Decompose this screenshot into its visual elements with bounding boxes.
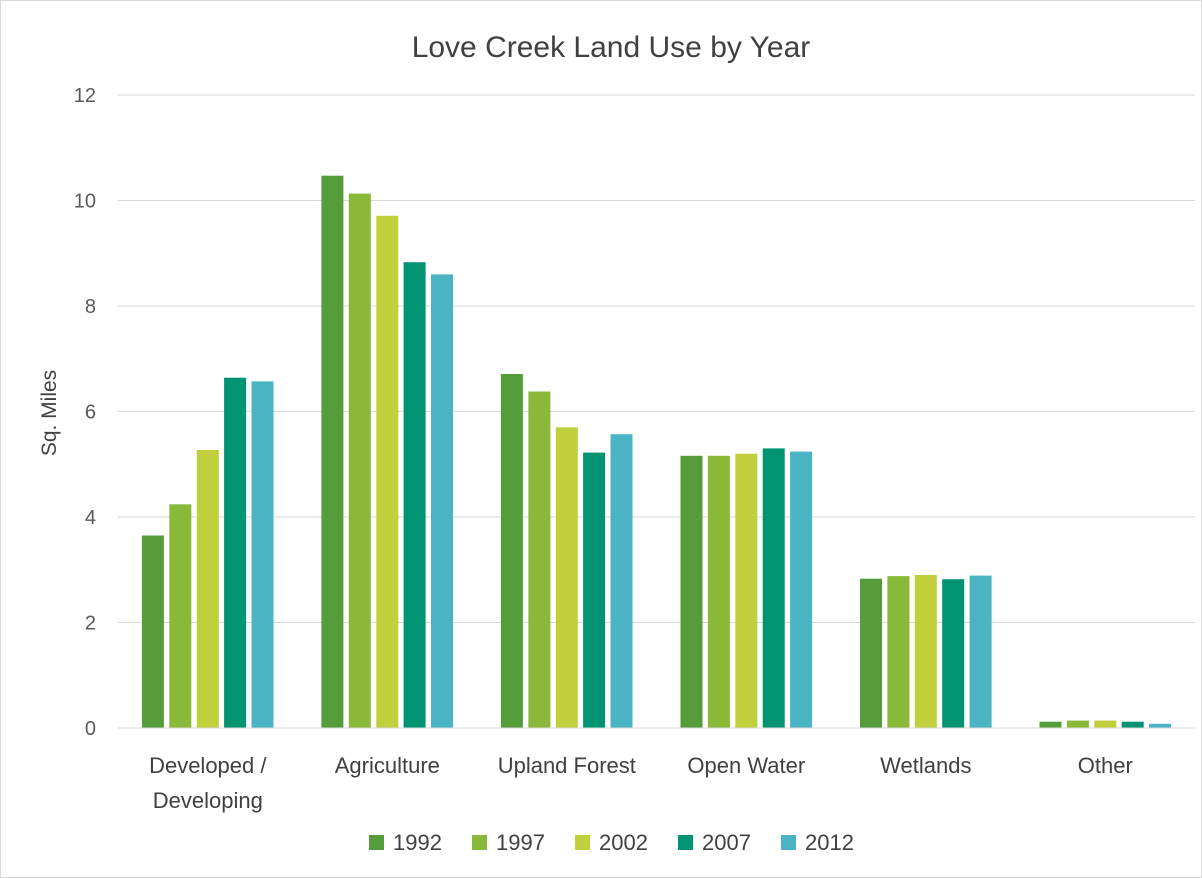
bar [610, 434, 633, 728]
bar [141, 535, 164, 728]
bar [348, 193, 371, 729]
bar [1149, 723, 1171, 728]
legend: 1992 1997 2002 2007 2012 [369, 830, 854, 855]
legend-swatch [575, 835, 590, 850]
y-tick-label: 12 [74, 85, 96, 107]
x-category-label: Developing [153, 788, 263, 813]
bar [196, 450, 219, 728]
legend-label: 2012 [805, 830, 854, 855]
legend-swatch [678, 835, 693, 850]
bar [1039, 721, 1062, 728]
y-tick-label: 10 [74, 191, 96, 213]
bar [431, 274, 453, 728]
bar [914, 575, 937, 728]
bar [169, 504, 192, 728]
x-category-label: Open Water [687, 753, 805, 778]
bar [680, 455, 703, 728]
legend-swatch [369, 835, 384, 850]
bar [762, 448, 785, 728]
bar [251, 381, 274, 728]
legend-label: 2002 [599, 830, 648, 855]
y-axis-ticks: 0 2 4 6 8 10 12 [74, 85, 96, 740]
legend-label: 1992 [393, 830, 442, 855]
legend-swatch [781, 835, 796, 850]
bar [887, 576, 910, 728]
bar [583, 452, 606, 728]
x-category-label: Agriculture [335, 753, 440, 778]
bar [860, 578, 882, 728]
bar [321, 175, 344, 728]
bar [555, 427, 578, 728]
legend-swatch [472, 835, 487, 850]
y-tick-label: 2 [85, 613, 96, 635]
bar [224, 377, 247, 728]
bar [942, 579, 965, 728]
bar [1066, 720, 1089, 728]
bar [790, 451, 813, 728]
y-tick-label: 4 [85, 507, 96, 529]
chart-title: Love Creek Land Use by Year [412, 31, 811, 64]
bar [1121, 721, 1144, 728]
x-category-label: Other [1078, 753, 1133, 778]
x-category-label: Wetlands [880, 753, 971, 778]
y-tick-label: 0 [85, 718, 96, 740]
bar [528, 391, 551, 728]
bar [969, 575, 992, 728]
x-category-label: Developed / [149, 753, 267, 778]
legend-label: 2007 [702, 830, 751, 855]
y-tick-label: 8 [85, 296, 96, 318]
bar [403, 262, 426, 728]
bar [376, 215, 399, 729]
gridlines [118, 94, 1195, 623]
x-axis-category-labels: Developed / Developing Agriculture Upland F… [149, 753, 1133, 813]
x-category-label: Upland Forest [498, 753, 636, 778]
bar [1094, 720, 1117, 728]
bar [707, 455, 730, 728]
y-tick-label: 6 [85, 402, 96, 424]
y-axis-label: Sq. Miles [38, 370, 61, 456]
bar [735, 453, 758, 728]
bar [500, 374, 523, 728]
legend-label: 1997 [496, 830, 545, 855]
bars [141, 175, 1171, 729]
